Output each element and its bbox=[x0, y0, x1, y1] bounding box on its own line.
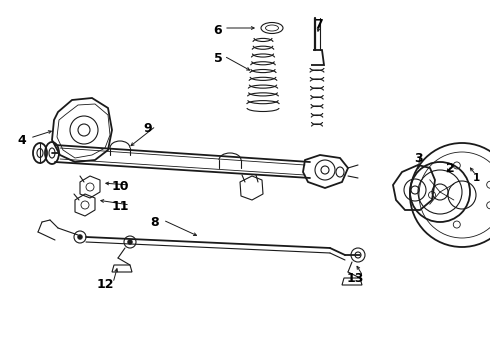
Text: 6: 6 bbox=[214, 23, 222, 36]
Text: 9: 9 bbox=[144, 122, 152, 135]
Circle shape bbox=[127, 239, 132, 244]
Text: 3: 3 bbox=[414, 152, 422, 165]
Text: 1: 1 bbox=[472, 173, 480, 183]
Text: 12: 12 bbox=[96, 279, 114, 292]
Text: 10: 10 bbox=[111, 180, 129, 194]
Text: 11: 11 bbox=[111, 201, 129, 213]
Circle shape bbox=[77, 234, 82, 239]
Text: 4: 4 bbox=[18, 134, 26, 147]
Text: 13: 13 bbox=[346, 271, 364, 284]
Text: 5: 5 bbox=[214, 51, 222, 64]
Text: 2: 2 bbox=[445, 162, 454, 175]
Text: 7: 7 bbox=[314, 18, 322, 31]
Text: 8: 8 bbox=[151, 216, 159, 229]
